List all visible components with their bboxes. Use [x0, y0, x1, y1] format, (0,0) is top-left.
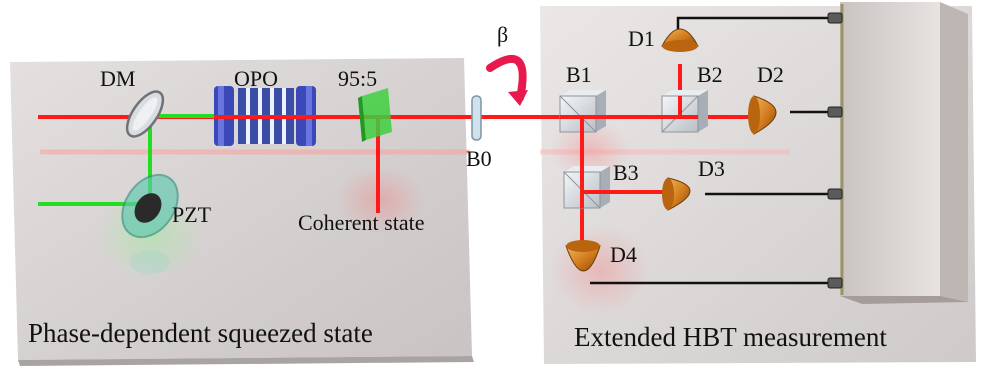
connector-d4 — [827, 277, 843, 289]
beam-splitter-95-5 — [358, 88, 392, 142]
detector-electronics-box — [840, 2, 968, 304]
opo-cavity — [214, 86, 316, 146]
connector-d2 — [827, 106, 843, 118]
label-d1: D1 — [628, 26, 655, 51]
label-b1: B1 — [566, 62, 592, 87]
label-opo: OPO — [234, 66, 278, 91]
label-b2: B2 — [697, 62, 723, 87]
label-pzt: PZT — [172, 202, 212, 227]
detector-d2 — [748, 95, 777, 135]
cube-b2 — [661, 90, 708, 133]
left-optical-table — [10, 58, 474, 366]
cube-b1 — [559, 90, 606, 133]
label-coherent-state: Coherent state — [298, 210, 424, 235]
dichroic-mirror — [125, 90, 165, 138]
component-labels: DM OPO 95:5 PZT Coherent state B0 β B1 B… — [100, 22, 784, 267]
connector-d3 — [827, 188, 843, 200]
detector-d4 — [565, 240, 601, 272]
label-dm: DM — [100, 66, 135, 91]
label-d2: D2 — [757, 62, 784, 87]
panel-captions: Phase-dependent squeezed state Extended … — [28, 318, 887, 352]
detector-d3 — [662, 177, 691, 211]
bnc-connectors — [827, 12, 843, 289]
label-b3: B3 — [613, 160, 639, 185]
detector-d1 — [661, 28, 699, 52]
label-splitter-ratio: 95:5 — [338, 66, 377, 91]
connector-d1 — [827, 12, 843, 24]
cube-b3 — [563, 166, 610, 209]
label-d4: D4 — [610, 242, 637, 267]
caption-left: Phase-dependent squeezed state — [28, 318, 373, 348]
label-d3: D3 — [698, 156, 725, 181]
caption-right: Extended HBT measurement — [574, 322, 887, 352]
label-beta: β — [497, 22, 508, 47]
label-b0: B0 — [466, 146, 492, 171]
beta-rotation-arrow — [486, 54, 528, 106]
pzt-mirror — [121, 173, 179, 274]
beam-overlay — [560, 96, 698, 208]
waveplate-b0 — [471, 95, 482, 141]
